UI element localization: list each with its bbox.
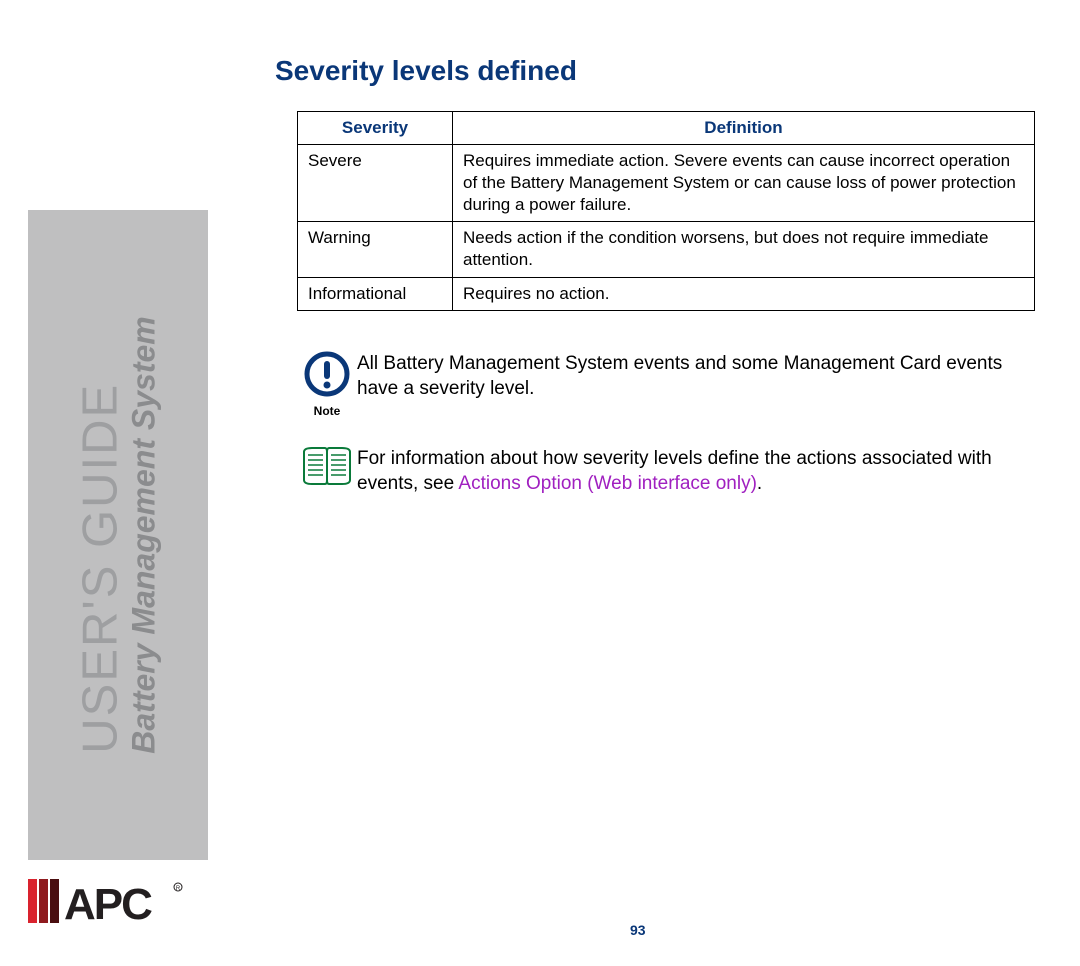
table-row: Informational Requires no action. bbox=[298, 277, 1035, 310]
severity-table: Severity Definition Severe Requires imme… bbox=[297, 111, 1035, 311]
main-content: Severity levels defined Severity Definit… bbox=[275, 55, 1035, 497]
seealso-link[interactable]: Actions Option (Web interface only) bbox=[458, 473, 757, 494]
seealso-text: For information about how severity level… bbox=[357, 446, 1017, 497]
cell-severity: Informational bbox=[298, 277, 453, 310]
svg-text:R: R bbox=[176, 886, 181, 892]
svg-text:APC: APC bbox=[64, 880, 152, 929]
table-header-row: Severity Definition bbox=[298, 112, 1035, 145]
page-root: USER'S GUIDE Battery Management System A… bbox=[0, 0, 1080, 966]
sidebar-subtitle: Battery Management System bbox=[128, 316, 160, 753]
note-callout: Note All Battery Management System event… bbox=[297, 351, 1017, 418]
seealso-after: . bbox=[757, 473, 762, 494]
cell-definition: Requires no action. bbox=[453, 277, 1035, 310]
apc-logo: APC R bbox=[28, 875, 188, 938]
table-header-severity: Severity bbox=[298, 112, 453, 145]
note-icon-column: Note bbox=[297, 351, 357, 418]
table-row: Warning Needs action if the condition wo… bbox=[298, 222, 1035, 277]
seealso-callout: For information about how severity level… bbox=[297, 446, 1017, 497]
seealso-icon-column bbox=[297, 446, 357, 491]
sidebar-title: USER'S GUIDE bbox=[77, 316, 126, 753]
page-number: 93 bbox=[630, 922, 646, 938]
cell-definition: Requires immediate action. Severe events… bbox=[453, 145, 1035, 222]
table-row: Severe Requires immediate action. Severe… bbox=[298, 145, 1035, 222]
cell-severity: Warning bbox=[298, 222, 453, 277]
section-heading: Severity levels defined bbox=[275, 55, 1035, 87]
note-icon bbox=[304, 351, 350, 397]
cell-definition: Needs action if the condition worsens, b… bbox=[453, 222, 1035, 277]
sidebar-panel: USER'S GUIDE Battery Management System bbox=[28, 210, 208, 860]
table-header-definition: Definition bbox=[453, 112, 1035, 145]
cell-severity: Severe bbox=[298, 145, 453, 222]
sidebar-text-group: USER'S GUIDE Battery Management System bbox=[77, 316, 160, 753]
note-text: All Battery Management System events and… bbox=[357, 351, 1017, 402]
book-icon bbox=[302, 446, 352, 486]
note-label: Note bbox=[297, 404, 357, 418]
